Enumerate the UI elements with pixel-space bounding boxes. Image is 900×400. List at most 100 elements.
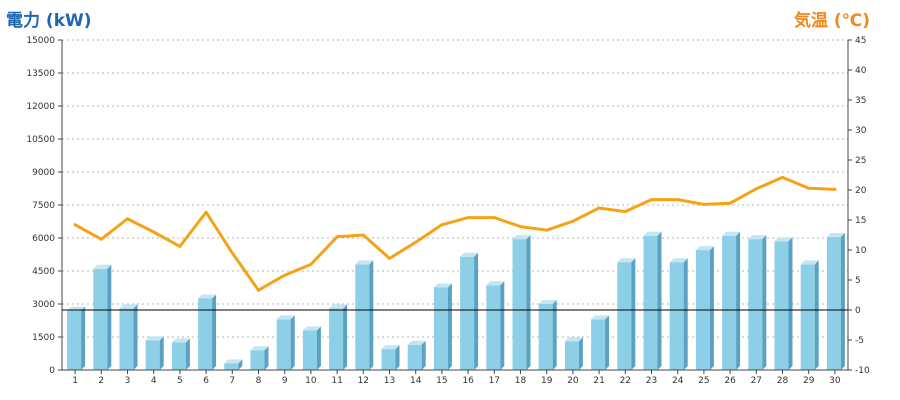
bar-top — [119, 304, 138, 309]
bar-side — [474, 252, 479, 370]
bar-day-9 — [276, 315, 295, 370]
right-axis-title: 気温 (℃) — [793, 11, 870, 31]
x-tick-label: 16 — [462, 376, 474, 386]
bar-side — [683, 258, 688, 370]
bar-side — [185, 338, 190, 370]
bar-top — [145, 336, 164, 341]
bar-side — [631, 258, 636, 370]
bar-side — [343, 304, 348, 370]
bar-front — [145, 340, 160, 370]
x-tick-label: 14 — [410, 376, 422, 386]
bar-side — [369, 260, 374, 370]
bar-side — [107, 264, 112, 370]
temperature-point — [807, 186, 811, 190]
left-tick-label: 15000 — [26, 36, 55, 46]
right-tick-label: 25 — [855, 156, 866, 166]
left-tick-label: 4500 — [32, 267, 55, 277]
bar-front — [355, 264, 370, 370]
bar-side — [657, 231, 662, 370]
left-tick-label: 9000 — [32, 168, 55, 178]
bar-side — [264, 346, 269, 370]
bar-day-29 — [800, 260, 819, 370]
left-tick-label: 13500 — [26, 69, 55, 79]
bar-top — [538, 300, 557, 304]
bar-day-20 — [564, 337, 583, 370]
x-tick-label: 30 — [829, 376, 841, 386]
temperature-point — [781, 175, 784, 179]
bar-front — [407, 344, 422, 370]
x-tick-label: 13 — [384, 376, 395, 386]
right-tick-label: -10 — [855, 366, 870, 376]
x-tick-label: 25 — [698, 376, 709, 386]
bar-front — [538, 304, 553, 370]
temperature-point — [335, 235, 339, 239]
temperature-point — [702, 202, 706, 206]
bar-top — [198, 294, 217, 299]
x-tick-label: 1 — [72, 376, 78, 386]
bar-side — [526, 235, 531, 370]
x-tick-label: 28 — [777, 376, 789, 386]
bar-front — [119, 308, 134, 370]
x-tick-label: 17 — [489, 376, 500, 386]
bar-top — [355, 260, 374, 265]
bar-day-19 — [538, 300, 557, 370]
left-tick-label: 7500 — [32, 201, 55, 211]
bar-front — [250, 350, 265, 370]
x-tick-label: 12 — [358, 376, 369, 386]
temperature-point — [650, 198, 653, 202]
bar-day-21 — [591, 315, 610, 370]
bar-day-4 — [145, 336, 164, 370]
bar-front — [329, 308, 344, 370]
temperature-point — [230, 251, 234, 255]
bar-day-5 — [171, 338, 190, 370]
x-tick-label: 22 — [620, 376, 631, 386]
bar-day-18 — [512, 235, 531, 370]
bar-day-23 — [643, 231, 662, 370]
temperature-point — [466, 216, 470, 220]
left-tick-label: 10500 — [26, 135, 55, 145]
bar-front — [748, 239, 763, 370]
temperature-point — [676, 198, 680, 202]
bar-side — [552, 300, 557, 370]
bar-day-16 — [460, 252, 479, 370]
temperature-line-layer — [73, 175, 837, 292]
bar-front — [433, 287, 448, 370]
bar-day-24 — [669, 258, 688, 370]
right-tick-label: 35 — [855, 96, 866, 106]
temperature-point — [204, 210, 208, 214]
left-tick-label: 3000 — [32, 300, 55, 310]
bar-front — [224, 363, 239, 370]
bar-front — [669, 262, 684, 370]
bar-front — [591, 319, 606, 370]
bar-side — [421, 340, 426, 370]
left-tick-label: 6000 — [32, 234, 55, 244]
bar-side — [500, 281, 505, 370]
bar-side — [238, 359, 243, 370]
bar-top — [748, 235, 767, 240]
temperature-point — [571, 219, 575, 223]
bar-top — [302, 326, 321, 331]
bar-front — [302, 330, 317, 370]
bar-side — [788, 237, 793, 370]
right-tick-label: -5 — [855, 336, 864, 346]
bar-side — [159, 336, 164, 370]
bar-side — [736, 231, 741, 370]
temperature-point — [73, 223, 77, 227]
temperature-point — [492, 216, 496, 220]
left-tick-label: 12000 — [26, 102, 55, 112]
right-tick-label: 40 — [855, 66, 867, 76]
power-bars — [67, 231, 845, 370]
temperature-point — [545, 228, 549, 232]
right-tick-label: 30 — [855, 126, 867, 136]
x-tick-label: 9 — [282, 376, 288, 386]
bar-day-15 — [433, 283, 452, 370]
temperature-line — [73, 175, 837, 292]
bar-day-17 — [486, 281, 505, 370]
bar-day-8 — [250, 346, 269, 370]
x-tick-label: 19 — [541, 376, 553, 386]
x-tick-label: 6 — [203, 376, 209, 386]
x-tick-label: 29 — [803, 376, 815, 386]
bar-top — [407, 340, 426, 345]
bar-side — [447, 283, 452, 370]
